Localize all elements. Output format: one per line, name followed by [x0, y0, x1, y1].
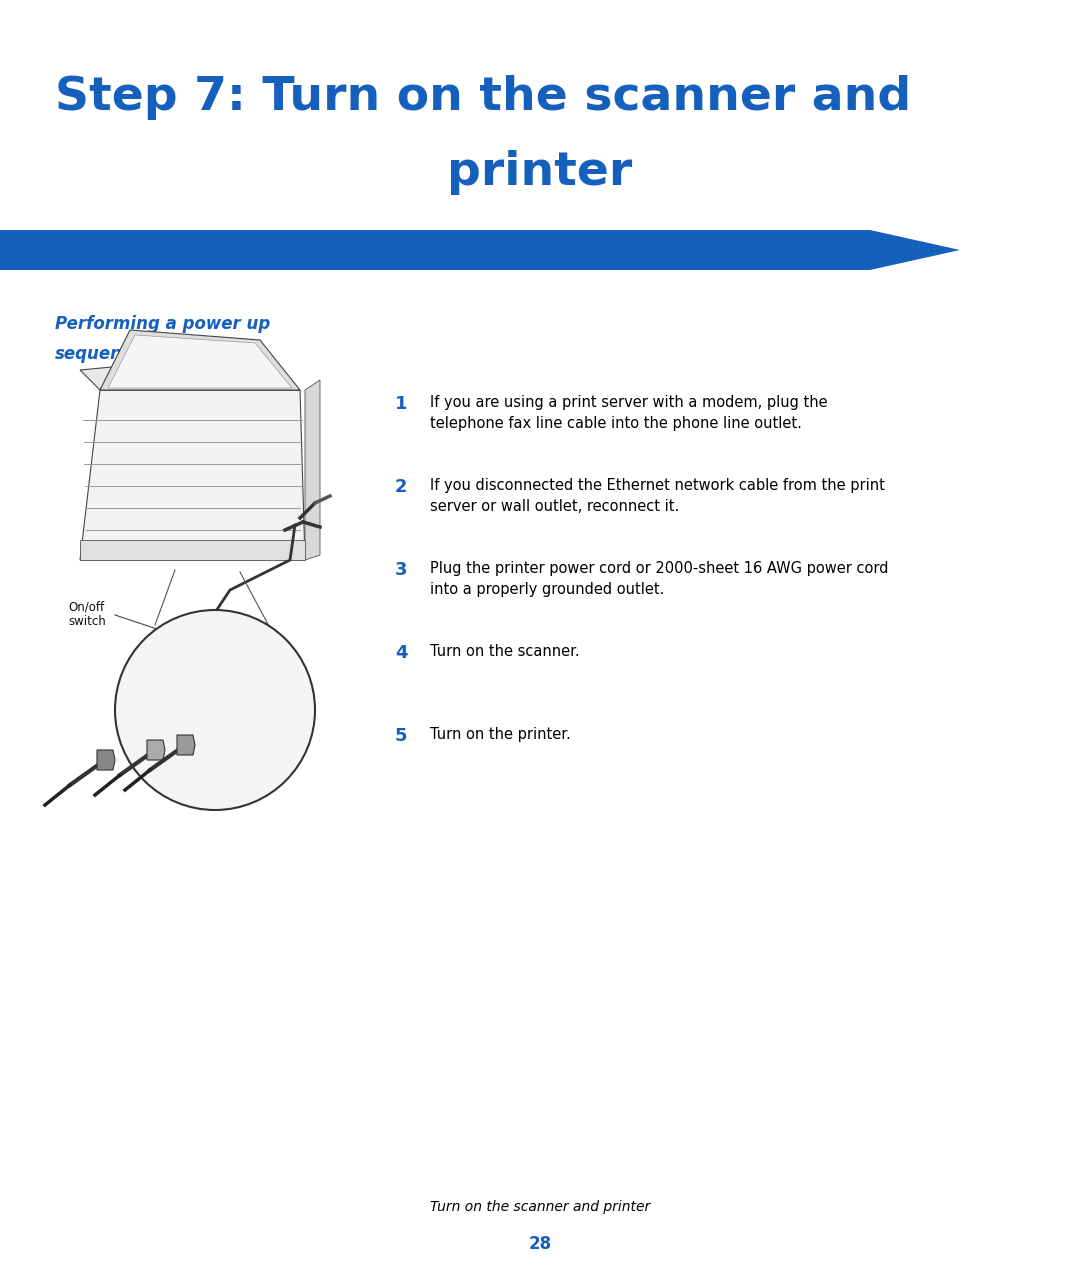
Text: Plug the printer power cord or 2000-sheet 16 AWG power cord
into a properly grou: Plug the printer power cord or 2000-shee…	[430, 562, 889, 597]
Polygon shape	[80, 390, 305, 560]
Polygon shape	[80, 540, 305, 560]
Circle shape	[114, 610, 315, 810]
Text: If you disconnected the Ethernet network cable from the print
server or wall out: If you disconnected the Ethernet network…	[430, 478, 885, 514]
Text: If you are using a print server with a modem, plug the
telephone fax line cable : If you are using a print server with a m…	[430, 395, 827, 431]
Text: 3: 3	[395, 562, 407, 579]
Polygon shape	[97, 750, 114, 770]
Polygon shape	[108, 335, 292, 388]
Polygon shape	[305, 379, 320, 560]
Polygon shape	[0, 229, 960, 271]
Polygon shape	[80, 355, 300, 390]
Text: Turn on the printer.: Turn on the printer.	[430, 727, 570, 742]
Text: Performing a power up: Performing a power up	[55, 315, 270, 333]
Text: 28: 28	[528, 1235, 552, 1253]
Text: 1: 1	[395, 395, 407, 413]
Polygon shape	[100, 329, 300, 390]
Polygon shape	[177, 735, 195, 755]
Text: 2: 2	[395, 478, 407, 496]
Text: Turn on the scanner.: Turn on the scanner.	[430, 644, 580, 659]
Text: Turn on the scanner and printer: Turn on the scanner and printer	[430, 1200, 650, 1214]
Text: Step 7: Turn on the scanner and: Step 7: Turn on the scanner and	[55, 76, 912, 121]
Text: On/off
switch: On/off switch	[68, 600, 106, 628]
Text: 4: 4	[395, 644, 407, 662]
Text: printer: printer	[447, 150, 633, 195]
Text: 5: 5	[395, 727, 407, 745]
Polygon shape	[147, 740, 165, 760]
Text: sequence: sequence	[55, 345, 144, 363]
